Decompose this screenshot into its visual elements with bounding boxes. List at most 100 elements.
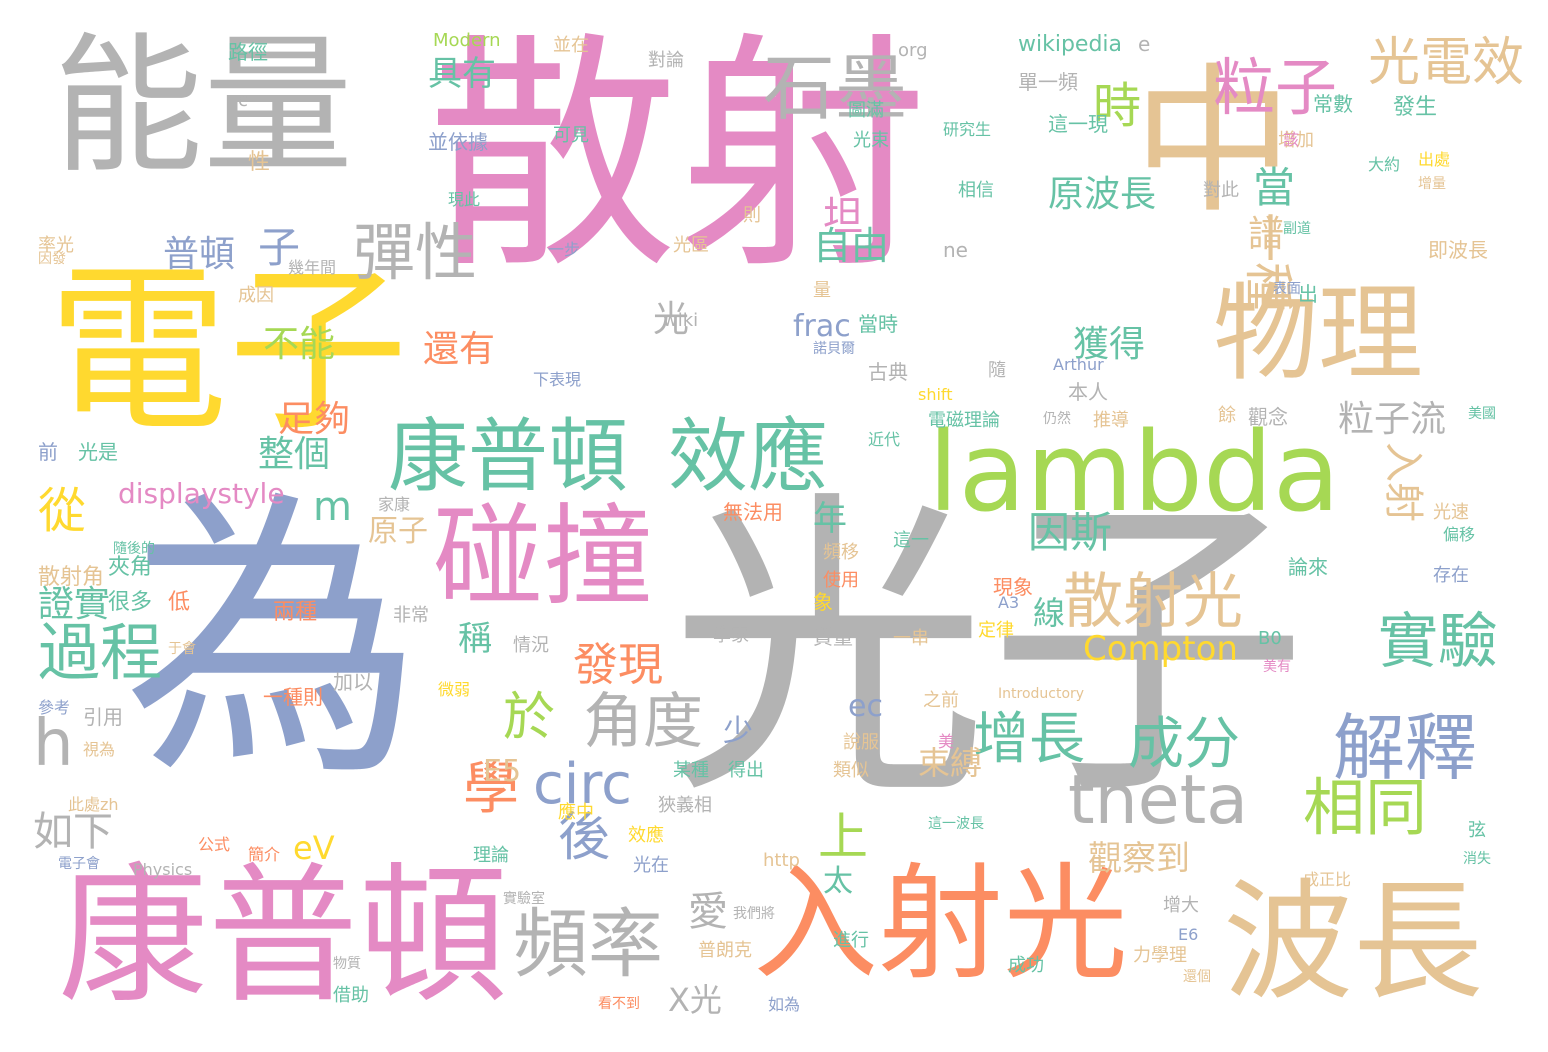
word-cloud-word: 這一波長 [928,816,984,832]
word-cloud-word: 無法用 [723,500,783,524]
word-cloud-word: 圖滿 [848,100,884,121]
word-cloud-word: 普朗克 [698,940,752,961]
word-cloud-word: 效應 [668,410,828,503]
word-cloud-word: 入射 [1380,442,1426,522]
word-cloud-word: 後 [558,808,611,868]
word-cloud-word: 即波長 [1428,238,1488,262]
word-cloud-word: 對論 [648,50,684,71]
word-cloud-word: org [898,40,928,61]
word-cloud-word: 情況 [513,635,549,656]
word-cloud-word: 定律 [978,620,1014,641]
word-cloud-word: 因發 [38,251,66,267]
word-cloud-word: 說服 [843,732,879,753]
word-cloud-word: 得出 [728,760,764,781]
word-cloud-word: theta [1068,761,1248,840]
word-cloud-word: displaystyle [118,477,285,510]
word-cloud-word: 餘 [1218,405,1236,426]
word-cloud-word: 因斯 [1028,508,1113,557]
word-cloud-word: 現象 [993,575,1033,599]
word-cloud-word: 束縛 [918,744,983,782]
word-cloud-word: 不能 [263,324,336,365]
word-cloud-word: X光 [668,981,722,1019]
word-cloud-word: 大約 [1368,155,1401,174]
word-cloud-word: frac [793,309,851,344]
word-cloud-word: m [313,484,352,530]
word-cloud-word: 原波長 [1048,174,1157,215]
word-cloud-word: 具有 [428,54,496,94]
word-cloud-word: shift [918,385,953,404]
word-cloud-word: 可見 [553,125,589,146]
word-cloud-word: 微弱 [438,680,471,699]
word-cloud-word: http [763,850,800,871]
word-cloud-word: 電子會 [58,856,100,872]
word-cloud-word: 這一 [893,530,929,551]
word-cloud-word: 愛 [688,889,728,935]
word-cloud-word: 該 [1283,130,1300,149]
word-cloud-word: 美 [938,732,955,751]
word-cloud-word: 散射角 [38,565,105,590]
word-cloud-word: 象 [813,590,833,614]
word-cloud-word: 子 [258,223,301,272]
word-cloud-word: 表面 [1273,281,1301,297]
word-cloud-word: 家康 [378,495,411,514]
word-cloud-word: 觀念 [1248,405,1288,429]
word-cloud-word: 成正比 [1303,870,1352,889]
word-cloud-word: 研究生 [943,120,992,139]
word-cloud-word: c [238,90,248,111]
word-cloud-word: 光速 [1433,502,1469,523]
word-cloud-word: B0 [1258,628,1282,649]
word-cloud-word: 原子 [368,514,428,549]
word-cloud-word: 獲得 [1073,324,1146,365]
word-cloud-word: 解釋 [1333,706,1478,790]
word-cloud-word: e [1138,32,1151,56]
word-cloud-word: 兩種 [273,600,318,625]
word-cloud-word: 入射光 [753,852,1128,997]
word-cloud-word: 光區 [673,235,709,256]
word-cloud-word: 從 [38,483,87,539]
word-cloud-word: 足夠 [278,399,351,440]
word-cloud-word: 相同 [1303,771,1428,844]
word-cloud-word: 粒子 [1213,51,1338,124]
word-cloud-word: 學 [463,757,519,822]
word-cloud-word: ec [848,689,883,724]
word-cloud-word: 於 [503,688,556,748]
word-cloud-word: 光子 [668,466,1308,838]
word-cloud-word: circ [533,752,632,817]
word-cloud-word: 增大 [1163,895,1199,916]
word-cloud-word: 坦 [823,194,863,240]
word-cloud: 散射 光子為能量中電子 康普頓 入射光 波長 lambda 物理 碰撞 康普頓 效應 石墨 粒子 光電效… [23,22,1525,1030]
word-cloud-word: 幾年間 [288,258,337,277]
word-cloud-word: 加以 [333,670,373,694]
word-cloud-word: 于會 [168,641,196,657]
word-cloud-word: wikipedia [1018,32,1123,57]
word-cloud-word: 消失 [1463,851,1491,867]
word-cloud-word: 時 [1093,78,1142,134]
word-cloud-word: 頻率 [513,900,664,988]
word-cloud-word: 應中 [558,802,594,823]
word-cloud-word: 電子 [48,247,409,456]
word-cloud-word: 增加 [1278,130,1314,151]
word-cloud-word: 成因 [238,285,274,306]
word-cloud-word: 譜 [1248,214,1285,255]
word-cloud-word: 實驗室 [503,891,545,907]
word-cloud-word: 隨後的 [113,541,155,557]
word-cloud-word: 一種則 [263,685,323,709]
word-cloud-word: 非常 [393,605,429,626]
word-cloud-word: 實驗 [1378,607,1498,677]
word-cloud-word: 並在 [553,35,589,56]
word-cloud-word: 學家 [713,625,749,646]
word-cloud-word: 一步 [548,240,581,259]
word-cloud-word: 單一頻 [1018,70,1078,94]
word-cloud-word: 光在 [633,855,669,876]
word-cloud-word: 我們將 [733,906,775,922]
word-cloud-word: 論來 [1288,555,1328,579]
word-cloud-word: 光 [653,299,690,340]
word-cloud-word: 某種 [673,760,709,781]
word-cloud-word: E5 [483,754,522,789]
word-cloud-word: 性 [248,150,271,175]
word-cloud-word: 相信 [958,180,994,201]
word-cloud-word: 使用 [823,570,859,591]
word-cloud-word: 觀察到 [1088,839,1190,879]
word-cloud-word: 此處zh [68,795,119,814]
word-cloud-word: 線 [1033,594,1066,632]
